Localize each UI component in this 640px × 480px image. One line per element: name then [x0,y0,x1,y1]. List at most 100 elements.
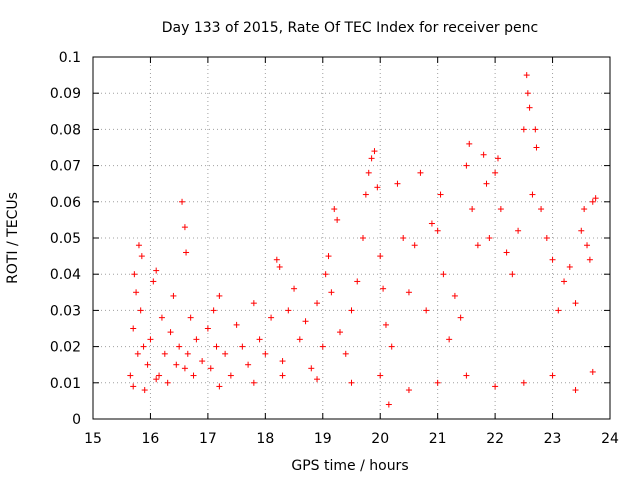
data-point [183,249,190,256]
data-point [262,350,269,357]
data-point [173,361,180,368]
data-point [405,289,412,296]
data-point [334,216,341,223]
data-point [359,235,366,241]
data-point [187,314,194,321]
x-tick-label: 21 [429,431,447,447]
data-point [216,292,223,299]
data-points [127,72,599,408]
data-point [566,263,573,270]
data-point [184,350,191,357]
data-point [463,372,470,379]
data-point [167,329,174,336]
data-point [440,271,447,278]
data-point [204,325,211,332]
data-point [520,379,527,386]
data-point [337,329,344,336]
y-tick-label: 0.05 [50,231,81,247]
data-point [572,300,579,307]
data-point [199,358,206,365]
data-point [497,206,504,213]
data-point [503,249,510,256]
data-point [385,401,392,408]
y-tick-label: 0.08 [50,122,81,138]
x-axis: 15 16 17 18 19 20 21 22 23 24 [84,57,619,447]
data-point [572,387,579,394]
data-point [394,180,401,187]
data-point [362,191,369,198]
x-axis-label: GPS time / hours [291,458,408,474]
y-tick-label: 0.01 [50,376,81,392]
data-point [250,300,257,307]
data-point [589,198,596,205]
data-point [555,307,562,314]
x-tick-label: 19 [314,431,332,447]
data-point [233,321,240,328]
data-point [181,365,188,372]
x-tick-label: 18 [256,431,274,447]
data-point [561,278,568,285]
data-point [250,379,257,386]
data-point [314,376,321,383]
y-tick-label: 0.03 [50,303,81,319]
data-point [147,336,154,343]
data-point [144,361,151,368]
x-tick-label: 22 [486,431,504,447]
data-point [176,343,183,350]
y-tick-label: 0.1 [59,50,81,66]
data-point [150,278,157,285]
data-point [423,307,430,314]
data-point [524,90,531,97]
data-point [538,206,545,213]
data-point [210,307,217,314]
data-point [302,318,309,325]
data-point [592,195,599,202]
y-tick-label: 0.09 [50,86,81,102]
data-point [158,314,165,321]
data-point [388,343,395,350]
data-point [268,314,275,321]
data-point [256,336,263,343]
data-point [328,289,335,296]
data-point [141,387,148,394]
data-point [170,292,177,299]
data-point [348,379,355,386]
data-point [156,372,163,379]
data-point [131,271,138,278]
data-point [523,72,530,79]
data-point [193,336,200,343]
data-point [405,387,412,394]
data-point [492,383,499,390]
data-point [529,191,536,198]
data-point [463,162,470,169]
data-point [377,253,384,260]
data-point [446,336,453,343]
data-point [133,289,140,296]
data-point [127,372,134,379]
x-tick-label: 24 [601,431,619,447]
y-tick-label: 0.06 [50,195,81,211]
data-point [483,180,490,187]
data-point [279,372,286,379]
x-tick-label: 23 [544,431,562,447]
data-point [543,235,550,241]
data-point [417,169,424,176]
data-point [216,383,223,390]
data-point [331,206,338,213]
data-point [245,361,252,368]
data-point [428,220,435,227]
y-tick-label: 0.07 [50,159,81,175]
data-point [134,350,141,357]
data-point [342,350,349,357]
data-point [486,235,493,241]
data-point [354,278,361,285]
data-point [589,368,596,375]
data-point [276,263,283,270]
data-point [526,104,533,111]
data-point [153,376,160,383]
data-point [135,242,142,249]
data-point [509,271,516,278]
data-point [494,155,501,162]
data-point [319,343,326,350]
